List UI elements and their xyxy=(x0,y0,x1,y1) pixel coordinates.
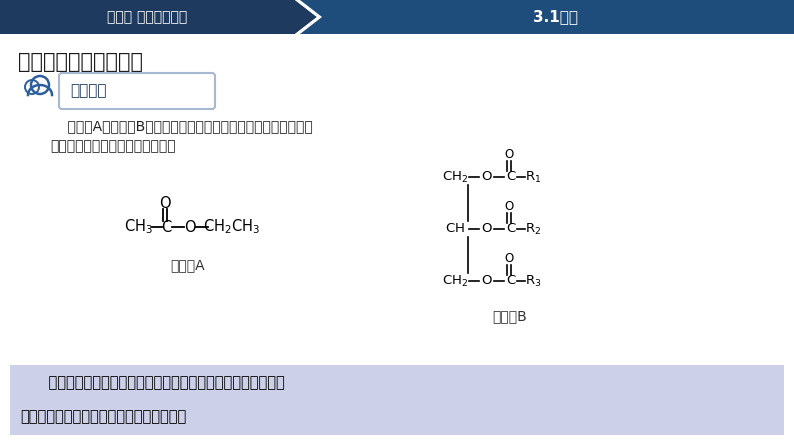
Text: $\mathregular{O}$: $\mathregular{O}$ xyxy=(183,219,196,235)
Text: 一、油脂的组成及结构: 一、油脂的组成及结构 xyxy=(18,52,143,72)
Text: $\mathregular{CH_2}$: $\mathregular{CH_2}$ xyxy=(442,169,468,185)
Text: $\mathregular{CH}$: $\mathregular{CH}$ xyxy=(445,223,465,236)
Text: $\mathregular{O}$: $\mathregular{O}$ xyxy=(503,253,515,266)
Text: 结构式A: 结构式A xyxy=(171,258,206,272)
Text: $\mathregular{O}$: $\mathregular{O}$ xyxy=(481,223,493,236)
Text: $\mathregular{C}$: $\mathregular{C}$ xyxy=(506,170,516,184)
Text: $\mathregular{CH_2CH_3}$: $\mathregular{CH_2CH_3}$ xyxy=(203,218,260,236)
Polygon shape xyxy=(0,0,317,34)
FancyBboxPatch shape xyxy=(59,73,215,109)
Polygon shape xyxy=(295,0,322,34)
Text: $\mathregular{R_3}$: $\mathregular{R_3}$ xyxy=(525,274,542,289)
Text: $\mathregular{O}$: $\mathregular{O}$ xyxy=(481,170,493,184)
Text: 交流讨论: 交流讨论 xyxy=(70,84,106,98)
Text: 以上两种有机物分子结构简式的相同点是都含有酯键，都属于: 以上两种有机物分子结构简式的相同点是都含有酯键，都属于 xyxy=(30,375,285,391)
Text: $\mathregular{C}$: $\mathregular{C}$ xyxy=(161,219,173,235)
Text: $\mathregular{O}$: $\mathregular{O}$ xyxy=(503,201,515,214)
FancyBboxPatch shape xyxy=(10,365,784,435)
Text: 专题三 脂类和纤维素: 专题三 脂类和纤维素 xyxy=(107,10,187,24)
Text: $\mathregular{C}$: $\mathregular{C}$ xyxy=(506,274,516,287)
Text: 结构式A和结构式B为两种不同有机物分子的结构简式，你能辨识: 结构式A和结构式B为两种不同有机物分子的结构简式，你能辨识 xyxy=(50,119,313,133)
Text: $\mathregular{CH_2}$: $\mathregular{CH_2}$ xyxy=(442,274,468,289)
Text: $\mathregular{R_1}$: $\mathregular{R_1}$ xyxy=(525,169,542,185)
Text: $\mathregular{O}$: $\mathregular{O}$ xyxy=(159,195,172,211)
Text: $\mathregular{CH_3}$: $\mathregular{CH_3}$ xyxy=(124,218,152,236)
Text: $\mathregular{C}$: $\mathregular{C}$ xyxy=(506,223,516,236)
Text: 酯类；不同点是它们所含的酯键数目不同。: 酯类；不同点是它们所含的酯键数目不同。 xyxy=(20,409,187,425)
Text: 结构式B: 结构式B xyxy=(492,309,527,323)
Text: 出它们的组成和结构的异同点吗？: 出它们的组成和结构的异同点吗？ xyxy=(50,139,175,153)
Polygon shape xyxy=(298,0,794,34)
Text: $\mathregular{R_2}$: $\mathregular{R_2}$ xyxy=(525,221,542,236)
Text: $\mathregular{O}$: $\mathregular{O}$ xyxy=(503,148,515,161)
Text: $\mathregular{O}$: $\mathregular{O}$ xyxy=(481,274,493,287)
Text: 3.1油脂: 3.1油脂 xyxy=(534,9,579,25)
